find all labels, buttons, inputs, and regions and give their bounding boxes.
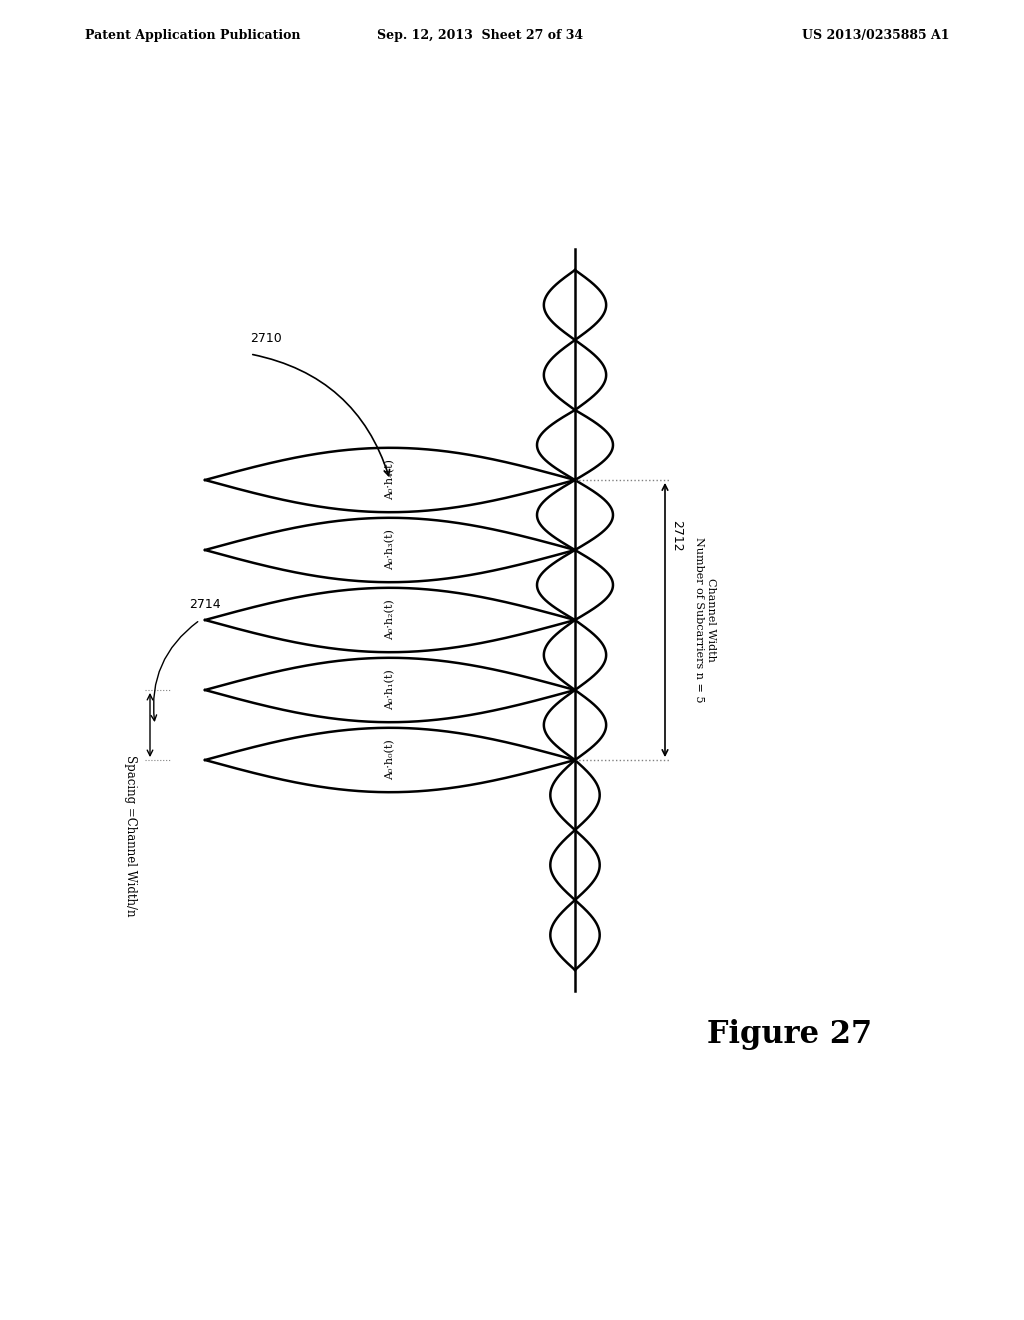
Text: Sep. 12, 2013  Sheet 27 of 34: Sep. 12, 2013 Sheet 27 of 34 (377, 29, 583, 41)
Text: A₀·h₂(t): A₀·h₂(t) (385, 599, 395, 640)
Text: A₀·h₄(t): A₀·h₄(t) (385, 459, 395, 500)
Text: A₀·h₃(t): A₀·h₃(t) (385, 529, 395, 570)
Text: Spacing =Channel Width/n: Spacing =Channel Width/n (124, 755, 136, 916)
Text: Figure 27: Figure 27 (708, 1019, 872, 1051)
Text: A₀·h₀(t): A₀·h₀(t) (385, 739, 395, 780)
Text: 2714: 2714 (189, 598, 221, 611)
Text: US 2013/0235885 A1: US 2013/0235885 A1 (803, 29, 950, 41)
Text: A₀·h₁(t): A₀·h₁(t) (385, 669, 395, 710)
Text: Patent Application Publication: Patent Application Publication (85, 29, 300, 41)
Text: 2712: 2712 (671, 520, 683, 552)
Text: Channel Width
Number of Subcarriers n = 5: Channel Width Number of Subcarriers n = … (694, 537, 716, 702)
Text: 2710: 2710 (250, 333, 282, 346)
